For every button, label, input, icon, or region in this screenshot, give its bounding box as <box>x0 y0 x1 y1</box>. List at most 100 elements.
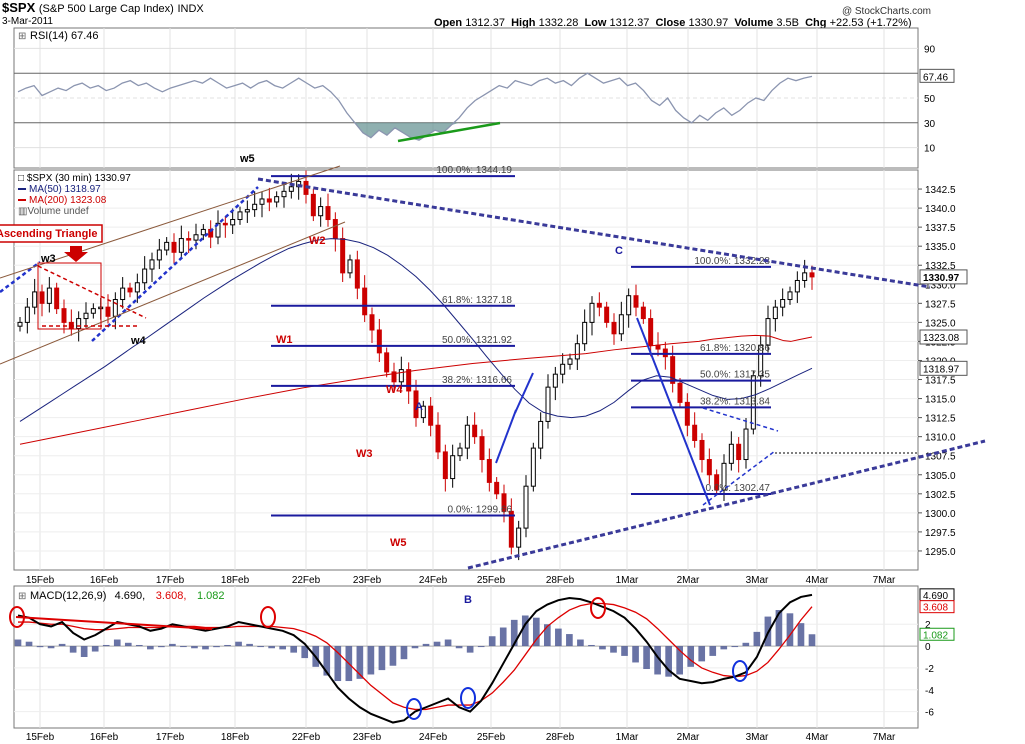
wave-label: w4 <box>130 335 147 347</box>
macd-x-tick: 1Mar <box>616 732 639 743</box>
rsi-tick-label: 30 <box>924 119 936 130</box>
stockcharts-credit: @ StockCharts.com <box>841 6 931 17</box>
macd-histogram-bar <box>290 646 298 653</box>
macd-histogram-bar <box>202 646 209 650</box>
candle-body <box>589 302 595 323</box>
macd-histogram-bar <box>731 646 739 648</box>
rsi-value-box <box>919 68 955 83</box>
candle-body <box>310 193 316 217</box>
candle-body <box>736 443 742 461</box>
candle-body <box>523 485 529 529</box>
candle-body <box>435 424 441 453</box>
macd-x-tick: 22Feb <box>292 732 321 743</box>
macd-histogram-bar <box>323 646 331 676</box>
macd-legend-item: 1.082 <box>197 590 225 602</box>
candle-body <box>728 443 734 464</box>
rsi-green-trendline <box>397 121 501 143</box>
symbol-name: (S&P 500 Large Cap Index) <box>38 3 174 15</box>
macd-histogram-bar <box>665 646 672 677</box>
macd-histogram-bar <box>676 646 683 675</box>
macd-panel-frame <box>13 585 919 729</box>
macd-histogram-bar <box>47 646 55 649</box>
candle-body <box>780 299 786 308</box>
candle-body <box>530 447 536 487</box>
down-arrow-icon <box>64 246 88 262</box>
fib-right-label: 61.8%: 1320.86 <box>700 343 770 354</box>
candle-body <box>171 241 177 253</box>
candle-body <box>574 343 580 360</box>
price-tick-label: 1337.5 <box>925 223 956 234</box>
macd-histogram-bar <box>58 643 66 647</box>
macd-histogram-bar <box>466 646 474 653</box>
macd-histogram-bar <box>25 641 33 647</box>
candle-body <box>274 196 280 203</box>
macd-histogram-bar <box>720 646 728 650</box>
close-value: 1330.97 <box>688 17 729 29</box>
macd-blue-circle <box>460 687 476 709</box>
wave-label: w3 <box>40 253 56 265</box>
macd-histogram-bar <box>367 646 375 675</box>
macd-value-label: 4.690 <box>923 591 948 602</box>
rsi-tick-label: 90 <box>924 44 936 55</box>
macd-red-circle <box>260 606 276 628</box>
macd-x-tick: 16Feb <box>90 732 119 743</box>
candle-body <box>758 344 764 377</box>
fib-left-label: 38.2%: 1316.66 <box>442 375 512 386</box>
symbol-exchange: INDX <box>177 3 204 15</box>
candle-body <box>193 234 199 241</box>
macd-histogram-bar <box>102 644 110 647</box>
candle-body <box>802 272 808 281</box>
price-legend-main: □ $SPX (30 min) 1330.97 <box>18 173 131 184</box>
wave-label: W5 <box>390 537 407 549</box>
price-value-label: 1318.97 <box>923 364 960 375</box>
candle-body <box>230 219 236 226</box>
candle-body <box>186 238 192 241</box>
macd-x-tick: 28Feb <box>546 732 575 743</box>
wave-label: W1 <box>276 334 293 346</box>
price-x-tick: 2Mar <box>677 575 700 586</box>
candle-body <box>252 203 258 211</box>
ma200-line <box>19 334 813 445</box>
price-value-label: 1330.97 <box>923 273 960 284</box>
macd-histogram-bar <box>268 646 275 649</box>
macd-x-tick: 3Mar <box>746 732 769 743</box>
price-x-tick: 28Feb <box>546 575 575 586</box>
macd-histogram-bar <box>698 646 706 662</box>
fib-left-label: 50.0%: 1321.92 <box>442 335 512 346</box>
macd-tick-label: -2 <box>925 664 934 675</box>
candle-body <box>17 321 23 327</box>
candle-body <box>369 314 375 331</box>
macd-histogram-bar <box>91 646 99 652</box>
price-tick-label: 1307.5 <box>925 452 956 463</box>
candle-body <box>442 451 448 480</box>
candle-body <box>618 314 624 335</box>
change-value: +22.53 (+1.72%) <box>829 17 912 29</box>
price-tick-label: 1325.0 <box>925 318 956 329</box>
macd-histogram-bar <box>69 646 77 653</box>
wave-label: C <box>615 245 623 257</box>
candle-body <box>552 373 558 388</box>
rsi-tick-label: 10 <box>924 144 936 155</box>
w4-w5-trend-dash <box>91 186 259 342</box>
candle-body <box>413 390 419 419</box>
candle-body <box>684 401 690 426</box>
candle-body <box>494 481 500 495</box>
macd-histogram-bar <box>257 646 264 648</box>
rsi-value-label: 67.46 <box>923 72 948 83</box>
price-tick-label: 1312.5 <box>925 414 956 425</box>
macd-value-label: 1.082 <box>923 630 948 641</box>
low-value: 1312.37 <box>609 17 650 29</box>
chart-date: 3-Mar-2011 <box>2 16 53 27</box>
price-x-tick: 1Mar <box>616 575 639 586</box>
macd-histogram-bar <box>422 643 430 647</box>
price-x-tick: 4Mar <box>806 575 829 586</box>
macd-blue-circle <box>732 660 748 682</box>
macd-histogram-bar <box>169 643 176 647</box>
symbol-title: $SPX (S&P 500 Large Cap Index) INDX <box>2 0 204 15</box>
candle-body <box>391 371 397 383</box>
candle-body <box>76 318 82 329</box>
macd-histogram-bar <box>510 619 518 647</box>
upper-channel-line <box>0 165 341 279</box>
candle-body <box>32 291 38 308</box>
macd-histogram-bar <box>577 639 584 647</box>
